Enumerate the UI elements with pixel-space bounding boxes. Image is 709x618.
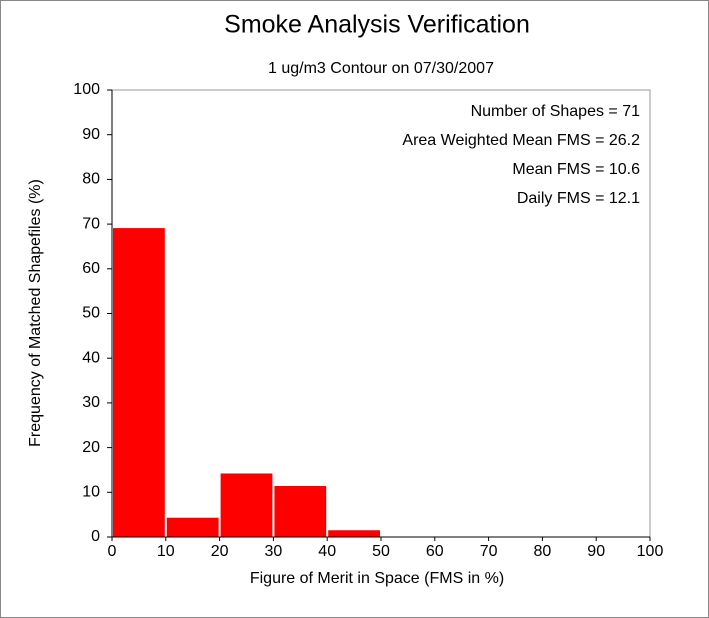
annotation: Area Weighted Mean FMS = 26.2	[402, 132, 640, 149]
chart-subtitle: 1 ug/m3 Contour on 07/30/2007	[268, 60, 494, 77]
y-tick-label: 60	[82, 260, 100, 277]
y-tick-label: 100	[73, 81, 100, 98]
bar	[113, 228, 165, 538]
x-tick-label: 40	[318, 543, 336, 560]
annotation: Mean FMS = 10.6	[512, 161, 640, 178]
bar	[274, 485, 327, 538]
x-tick-label: 100	[637, 543, 664, 560]
x-tick-label: 0	[108, 543, 117, 560]
y-tick-label: 30	[82, 394, 100, 411]
x-tick-label: 80	[534, 543, 552, 560]
y-tick-label: 40	[82, 349, 100, 366]
y-axis-label: Frequency of Matched Shapefiles (%)	[27, 179, 44, 447]
y-tick-label: 80	[82, 171, 100, 188]
y-tick-label: 10	[82, 484, 100, 501]
annotation: Number of Shapes = 71	[471, 103, 641, 120]
x-tick-label: 70	[480, 543, 498, 560]
y-tick-label: 50	[82, 305, 100, 322]
chart-title: Smoke Analysis Verification	[224, 11, 530, 39]
bar	[220, 473, 273, 538]
y-tick-label: 70	[82, 215, 100, 232]
annotation: Daily FMS = 12.1	[517, 190, 640, 207]
x-tick-label: 10	[157, 543, 175, 560]
x-axis-label: Figure of Merit in Space (FMS in %)	[250, 570, 504, 587]
bar	[328, 530, 381, 538]
y-tick-label: 20	[82, 439, 100, 456]
x-tick-label: 20	[211, 543, 229, 560]
x-tick-label: 30	[265, 543, 283, 560]
x-tick-label: 90	[587, 543, 605, 560]
x-tick-label: 60	[426, 543, 444, 560]
y-tick-label: 90	[82, 126, 100, 143]
bar	[166, 517, 219, 538]
x-tick-label: 50	[372, 543, 390, 560]
y-tick-label: 0	[91, 528, 100, 545]
